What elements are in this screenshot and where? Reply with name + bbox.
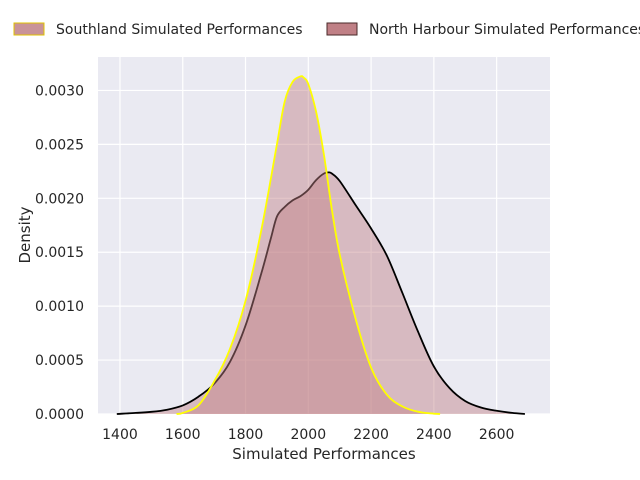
x-tick-label: 1800 [228, 427, 264, 443]
legend-label-north-harbour: North Harbour Simulated Performances [369, 22, 640, 38]
x-tick-label: 1400 [102, 427, 138, 443]
y-tick-label: 0.0015 [35, 245, 84, 261]
legend-label-southland: Southland Simulated Performances [56, 22, 303, 38]
y-tick-label: 0.0005 [35, 353, 84, 369]
y-tick-label: 0.0025 [35, 137, 84, 153]
y-tick-label: 0.0000 [35, 407, 84, 423]
y-axis-label: Density [16, 206, 34, 263]
legend: Southland Simulated Performances North H… [13, 22, 640, 38]
y-tick-label: 0.0020 [35, 191, 84, 207]
legend-swatch-southland [13, 22, 45, 36]
density-series [116, 75, 525, 415]
y-tick-labels: 0.0000 0.0005 0.0010 0.0015 0.0020 0.0025 0.00… [35, 83, 84, 423]
x-tick-label: 2200 [353, 427, 389, 443]
x-tick-label: 2600 [479, 427, 515, 443]
x-tick-label: 1600 [165, 427, 201, 443]
legend-swatch-north-harbour [326, 22, 358, 36]
x-tick-label: 2400 [416, 427, 452, 443]
plot-area [98, 57, 550, 414]
y-gridlines [98, 89, 550, 415]
x-gridlines [119, 57, 498, 414]
x-tick-labels: 1400 1600 1800 2000 2200 2400 2600 [102, 427, 514, 443]
density-line-southland [176, 75, 441, 415]
density-line-north-harbour [116, 171, 525, 415]
density-area-southland [176, 76, 441, 415]
density-area-north-harbour [116, 172, 525, 414]
x-tick-label: 2000 [290, 427, 326, 443]
x-axis-label: Simulated Performances [232, 445, 416, 463]
y-tick-label: 0.0030 [35, 83, 84, 99]
y-tick-label: 0.0010 [35, 299, 84, 315]
